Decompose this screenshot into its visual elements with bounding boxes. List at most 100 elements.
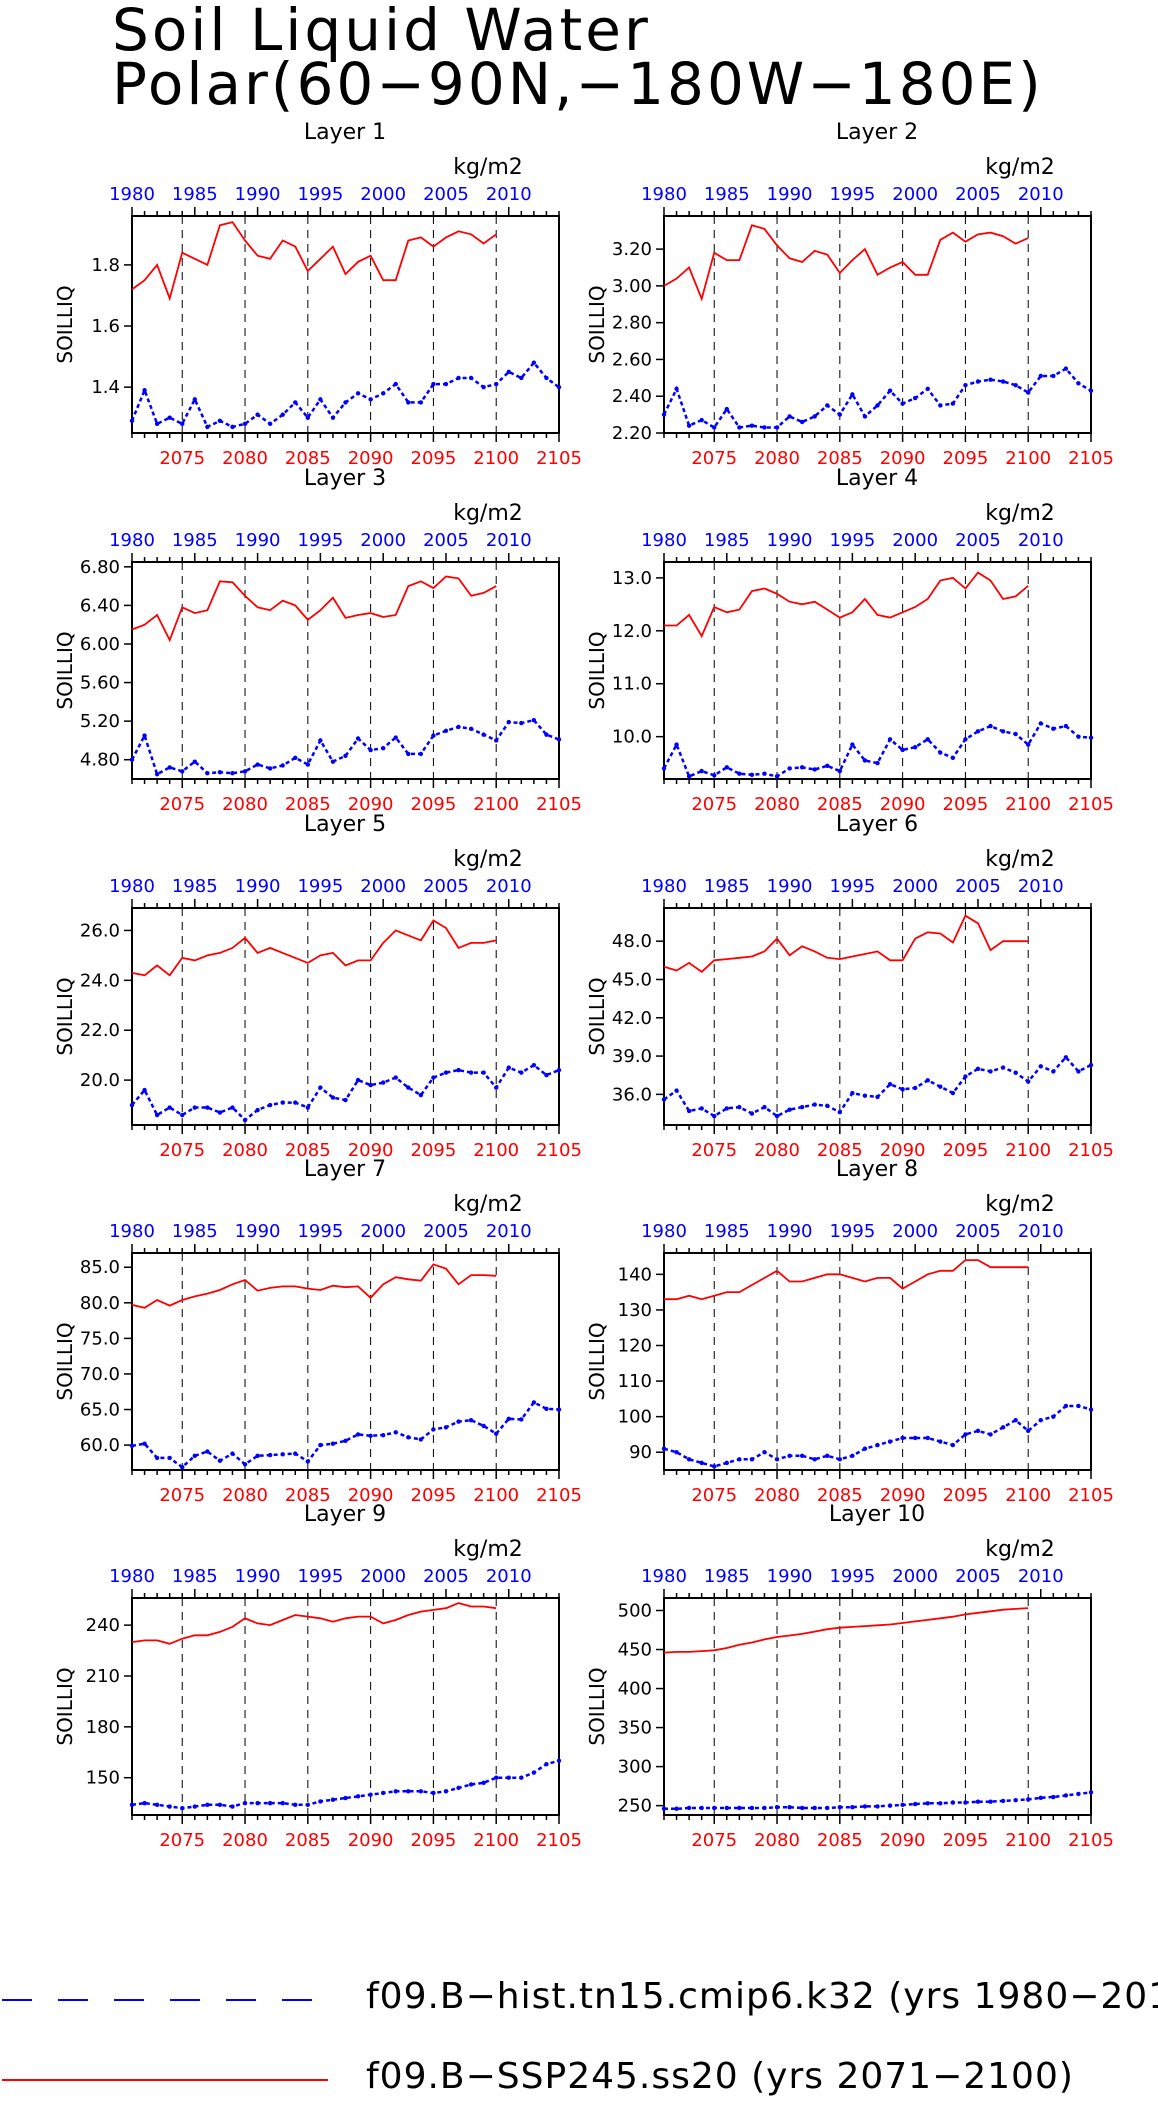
data-point-hist: [129, 1102, 135, 1108]
chart-title-line1: Soil Liquid Water: [112, 0, 651, 64]
data-point-hist: [280, 1800, 285, 1806]
data-point-hist: [531, 1062, 537, 1068]
data-point-hist: [1051, 1414, 1056, 1419]
data-point-hist: [443, 1070, 449, 1075]
bottom-tick-label: 2075: [691, 794, 737, 815]
data-point-hist: [255, 762, 260, 767]
data-point-hist: [837, 1457, 843, 1462]
top-tick-label: 1980: [641, 876, 687, 897]
series-line-hist: [662, 721, 1092, 779]
data-point-hist: [154, 1802, 160, 1808]
data-point-hist: [674, 386, 679, 392]
bottom-tick-label: 2100: [1005, 794, 1051, 815]
data-point-hist: [330, 1797, 336, 1802]
top-tick-label: 1985: [172, 1566, 218, 1587]
series-line-hist: [662, 366, 1092, 430]
y-axis-label: SOILLIQ: [585, 977, 609, 1055]
data-point-hist: [305, 1802, 311, 1808]
data-point-hist: [988, 377, 993, 382]
bottom-tick-label: 2075: [159, 794, 205, 815]
top-tick-label: 1990: [767, 1221, 813, 1242]
bottom-tick-label: 2100: [1005, 448, 1051, 469]
units-label: kg/m2: [985, 847, 1055, 872]
y-axis-label: SOILLIQ: [585, 285, 609, 363]
data-point-hist: [355, 391, 361, 396]
data-point-hist: [380, 1432, 386, 1438]
y-tick-label: 180: [86, 1717, 120, 1738]
data-point-hist: [787, 1107, 792, 1112]
data-point-hist: [1088, 735, 1094, 740]
bottom-tick-label: 2075: [691, 448, 737, 469]
data-point-hist: [318, 397, 323, 402]
bottom-tick-label: 2090: [348, 1485, 394, 1506]
data-point-hist: [368, 397, 373, 402]
data-point-hist: [661, 766, 667, 771]
data-point-hist: [1063, 1403, 1069, 1409]
data-point-hist: [837, 768, 843, 774]
data-point-hist: [380, 1790, 386, 1796]
data-point-hist: [1026, 1428, 1031, 1434]
data-point-hist: [925, 1801, 930, 1806]
data-point-hist: [724, 406, 729, 412]
top-tick-label: 2000: [892, 1566, 938, 1587]
data-point-hist: [506, 369, 511, 375]
data-point-hist: [887, 1439, 893, 1444]
data-point-hist: [988, 723, 993, 729]
data-point-hist: [862, 1446, 868, 1451]
data-point-hist: [180, 421, 185, 427]
data-point-hist: [799, 419, 805, 425]
data-point-hist: [494, 1085, 499, 1090]
data-point-hist: [129, 1443, 135, 1449]
bottom-tick-label: 2105: [536, 1140, 582, 1161]
units-label: kg/m2: [453, 501, 523, 526]
y-tick-label: 48.0: [612, 931, 652, 952]
data-point-hist: [468, 726, 474, 732]
top-tick-label: 2005: [423, 1221, 469, 1242]
data-point-hist: [900, 1087, 905, 1092]
panel-title: Layer 6: [836, 812, 918, 837]
data-point-hist: [1038, 1064, 1043, 1069]
series-line-hist: [131, 1759, 560, 1810]
panel-title: Layer 8: [836, 1157, 918, 1182]
bottom-tick-label: 2080: [222, 1140, 268, 1161]
panel-3: Layer 3 kg/m2 SOILLIQ 2075 2080 2085 2090 2095 2…: [53, 466, 582, 815]
data-point-hist: [850, 742, 855, 747]
data-point-hist: [230, 1451, 235, 1456]
data-point-hist: [862, 414, 868, 419]
data-point-hist: [192, 1105, 197, 1110]
y-tick-label: 500: [618, 1600, 652, 1621]
data-point-hist: [762, 1104, 767, 1110]
data-point-hist: [674, 1806, 679, 1811]
series-line-ssp: [131, 221, 497, 302]
data-point-hist: [393, 1789, 398, 1794]
data-point-hist: [242, 1462, 248, 1467]
top-tick-label: 2010: [486, 184, 532, 205]
data-point-hist: [443, 728, 449, 733]
top-tick-label: 1990: [767, 184, 813, 205]
data-point-hist: [205, 1802, 210, 1808]
bottom-tick-label: 2105: [536, 1830, 582, 1851]
data-point-hist: [1038, 721, 1043, 726]
data-point-hist: [674, 1450, 679, 1455]
data-point-hist: [293, 1802, 298, 1808]
data-point-hist: [988, 1799, 993, 1804]
top-tick-label: 2010: [1018, 1221, 1064, 1242]
panel-title: Layer 2: [836, 120, 918, 145]
data-point-hist: [192, 1453, 197, 1458]
data-point-hist: [774, 1457, 780, 1462]
data-point-hist: [544, 1761, 549, 1767]
data-point-hist: [217, 418, 223, 423]
data-point-hist: [862, 758, 868, 763]
top-tick-label: 1990: [235, 1566, 281, 1587]
data-point-hist: [544, 732, 549, 737]
y-tick-label: 5.20: [80, 711, 120, 732]
panel-7: Layer 7 kg/m2 SOILLIQ 2075 2080 2085 2090 2095 2…: [53, 1157, 582, 1506]
data-point-hist: [230, 771, 235, 776]
top-tick-label: 2005: [423, 1566, 469, 1587]
data-point-hist: [293, 755, 298, 760]
top-tick-label: 1985: [172, 1221, 218, 1242]
panel-10: Layer 10 kg/m2 SOILLIQ 2075 2080 2085 2090 2095…: [585, 1502, 1114, 1851]
y-tick-label: 24.0: [80, 970, 120, 991]
y-axis-label: SOILLIQ: [53, 1667, 77, 1745]
series-line-ssp: [664, 1259, 1029, 1301]
